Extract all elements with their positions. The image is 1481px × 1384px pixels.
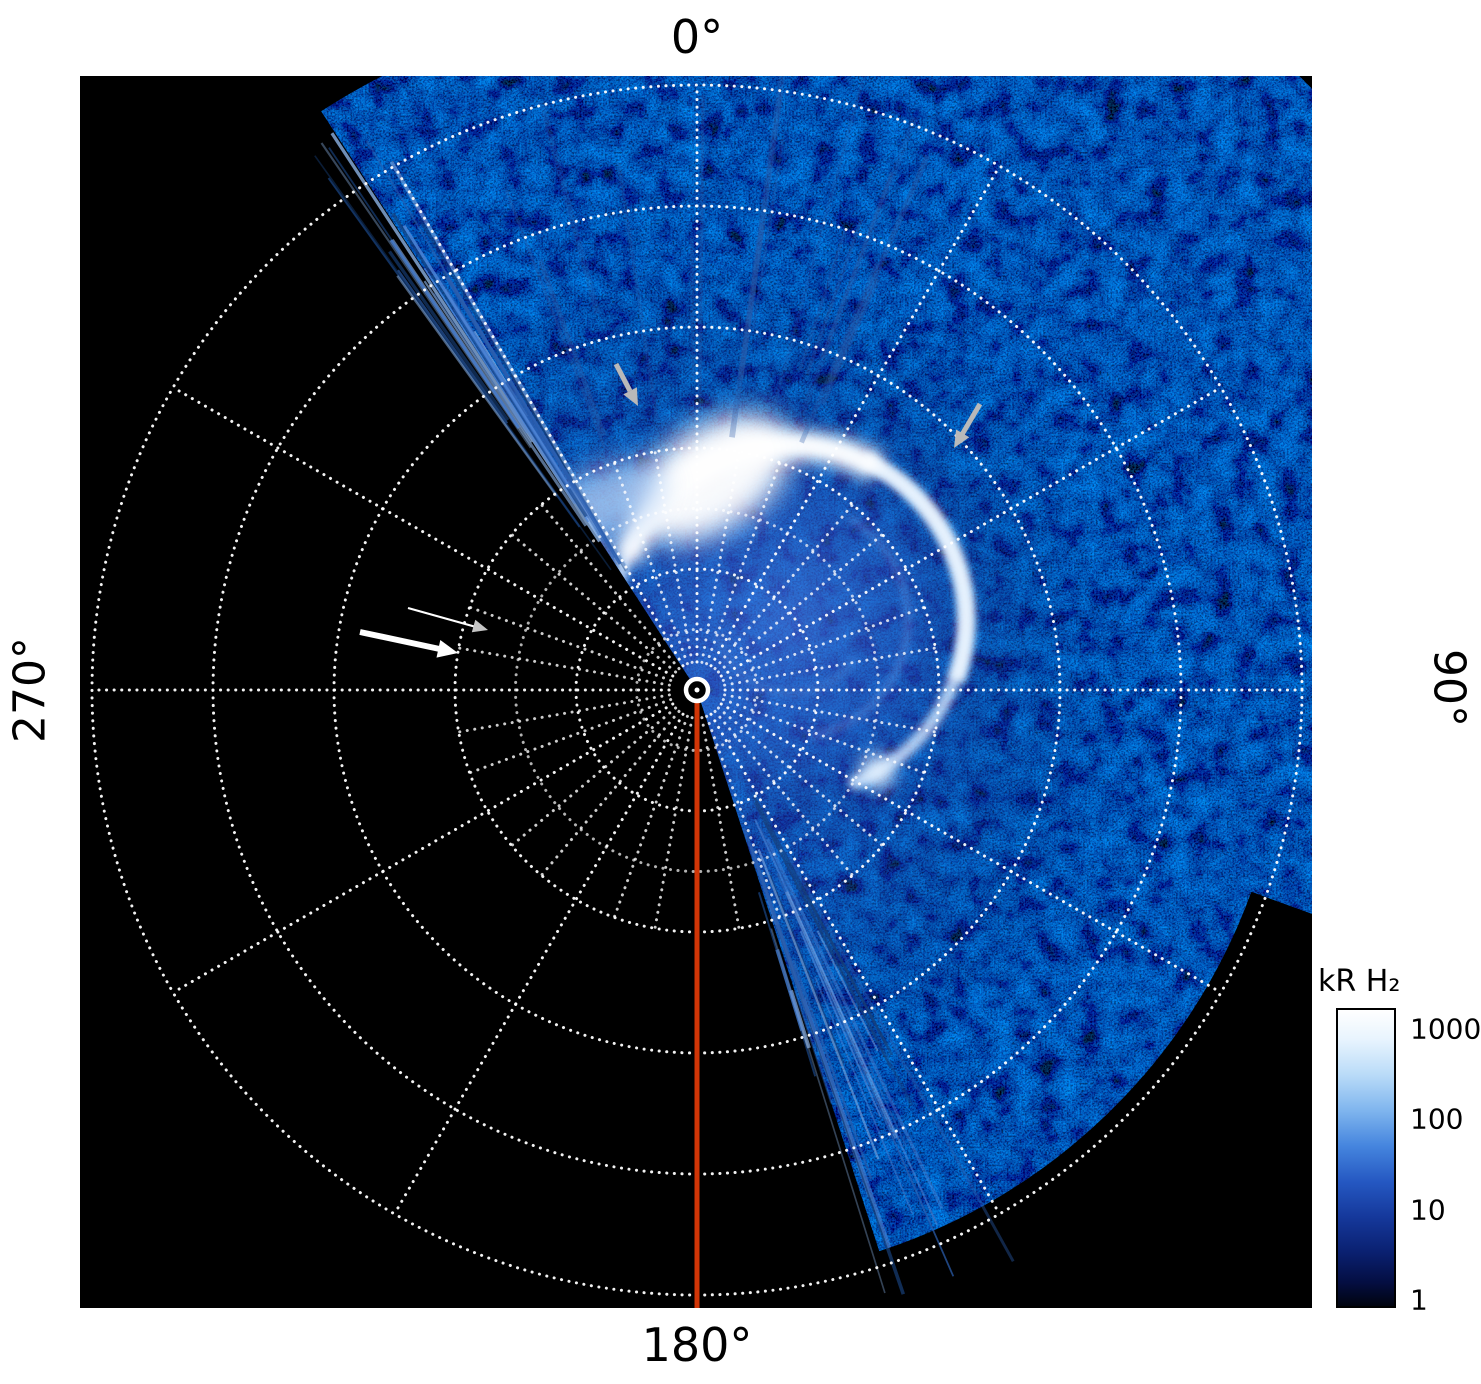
white-arrow — [359, 629, 458, 658]
angle-label-180: 180° — [641, 1318, 753, 1372]
colorbar-title: kR H₂ — [1318, 964, 1401, 999]
angle-label-90: 90° — [1423, 649, 1475, 727]
gray-arrow-top-right — [954, 402, 983, 448]
annotation-arrows — [359, 362, 983, 658]
auroral-bright-spot — [632, 413, 792, 543]
gray-arrow-top-left — [613, 362, 638, 406]
angle-label-270: 270° — [4, 637, 56, 743]
colorbar-tick-1: 1 — [1410, 1283, 1428, 1317]
gray-arrow-thin-leader — [407, 606, 488, 633]
pole-marker — [683, 676, 711, 704]
polar-image-area — [80, 76, 1312, 1308]
edge-streaks-layer — [314, 76, 1015, 1295]
polar-projection-image — [80, 76, 1312, 1308]
colorbar-tick-100: 100 — [1410, 1102, 1464, 1136]
colorbar-tick-10: 10 — [1410, 1193, 1446, 1227]
colorbar-tick-1000: 1000 — [1410, 1012, 1481, 1046]
polar-grid-layer — [90, 83, 1304, 1297]
angle-label-0: 0° — [670, 10, 724, 64]
colorbar-gradient — [1336, 1008, 1396, 1308]
